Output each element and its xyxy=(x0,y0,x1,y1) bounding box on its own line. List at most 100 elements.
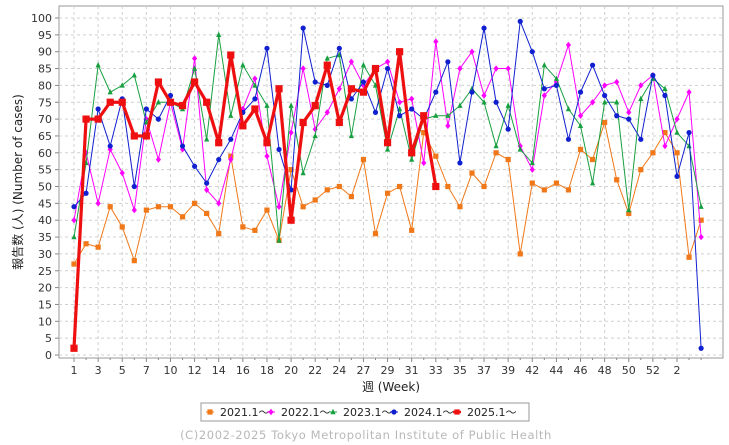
series-3-point xyxy=(228,112,234,118)
series-4-point xyxy=(192,163,198,169)
series-1-point xyxy=(602,119,608,126)
series-4-point xyxy=(143,106,149,112)
series-2-point xyxy=(131,206,137,214)
series-2-point xyxy=(95,200,101,207)
series-5-point xyxy=(263,139,271,147)
series-1-point xyxy=(143,207,149,213)
series-1-point xyxy=(372,231,379,237)
series-2-point xyxy=(614,78,620,86)
y-tick-label: 35 xyxy=(38,231,52,244)
series-2-point xyxy=(433,38,439,45)
series-4-point xyxy=(324,82,330,88)
series-5-point xyxy=(178,102,187,110)
legend-swatch-point xyxy=(207,409,213,415)
series-3-point xyxy=(312,132,318,139)
x-tick-label: 22 xyxy=(308,364,322,377)
x-tick-label: 31 xyxy=(405,364,419,377)
x-axis-ticks: 1 3 5 7 10 12 14 16 18 20 22 24 27 29 31 33 35 37 39 42 44 46… xyxy=(71,358,702,377)
series-2-point xyxy=(457,65,463,72)
series-1-point xyxy=(445,183,451,190)
series-4-point xyxy=(626,116,632,122)
series-2-point xyxy=(565,41,572,49)
series-4-point xyxy=(662,92,668,99)
series-5-point xyxy=(142,132,150,140)
series-1-point xyxy=(264,207,270,213)
series-2-point xyxy=(698,233,704,241)
series-4-point xyxy=(264,45,270,51)
series-3 xyxy=(71,31,704,243)
series-5-point xyxy=(118,98,126,106)
series-1-point xyxy=(409,227,415,233)
x-tick-label: 44 xyxy=(549,364,563,377)
series-4-point xyxy=(216,156,222,163)
series-4-point xyxy=(553,82,560,88)
series-1-point xyxy=(686,254,692,260)
series-1-point xyxy=(457,204,463,210)
x-tick-label: 1 xyxy=(71,364,78,377)
series-5-point xyxy=(347,85,355,93)
legend-item: 2024.1～ xyxy=(390,406,454,419)
series-1-point xyxy=(324,187,330,193)
series-3-point xyxy=(348,132,354,139)
x-tick-label: 5 xyxy=(119,364,126,377)
x-tick-label: 42 xyxy=(525,364,539,377)
series-1-point xyxy=(650,150,656,156)
series-4-point xyxy=(131,183,137,190)
series-3-point xyxy=(300,169,306,176)
series-4-point xyxy=(83,190,89,196)
x-tick-label: 2 xyxy=(674,364,681,377)
series-2-point xyxy=(674,115,680,123)
series-2-point xyxy=(493,65,499,72)
series-4-point xyxy=(469,89,475,95)
legend-item: 2025.1～ xyxy=(453,406,517,419)
series-3-point xyxy=(264,102,270,108)
series-1-point xyxy=(662,129,668,136)
series-5-point xyxy=(154,78,163,86)
series-4-point xyxy=(204,180,210,186)
x-axis-label: 週 (Week) xyxy=(362,380,420,394)
series-1-point xyxy=(300,204,306,210)
y-tick-label: 80 xyxy=(38,79,52,92)
series-3-point xyxy=(517,146,523,152)
series-1-point xyxy=(155,204,162,210)
series-2-point xyxy=(216,200,222,207)
series-4-point xyxy=(589,62,596,68)
series-4-point xyxy=(179,143,186,149)
y-tick-label: 100 xyxy=(31,12,52,25)
series-4-point xyxy=(686,129,692,136)
series-5-point xyxy=(106,98,114,106)
legend-swatch-point xyxy=(391,409,397,415)
y-tick-label: 85 xyxy=(38,63,52,76)
series-2-point xyxy=(71,217,77,224)
series-1-point xyxy=(384,190,391,196)
y-tick-label: 45 xyxy=(38,197,52,210)
series-4-point xyxy=(95,106,101,112)
series-1-point xyxy=(565,187,572,193)
series-3-point xyxy=(155,99,162,105)
series-3-point xyxy=(240,61,246,68)
series-5-point xyxy=(408,149,416,157)
series-1-point xyxy=(553,180,559,186)
series-3-point xyxy=(602,99,608,105)
series-4-point xyxy=(638,136,644,142)
series-1-point xyxy=(312,197,318,203)
series-1 xyxy=(71,119,704,267)
x-tick-label: 14 xyxy=(212,364,226,377)
legend-item: 2022.1～ xyxy=(267,406,331,419)
series-1-point xyxy=(481,183,487,190)
series-3-point xyxy=(95,61,101,68)
series-3-point xyxy=(216,31,222,38)
series-2-point xyxy=(397,99,403,106)
x-tick-label: 35 xyxy=(453,364,467,377)
series-5 xyxy=(70,48,440,352)
series-4-point xyxy=(517,18,523,24)
y-tick-label: 95 xyxy=(38,29,52,42)
series-4-point xyxy=(674,173,680,179)
series-2-point xyxy=(119,169,125,177)
x-tick-label: 39 xyxy=(501,364,515,377)
series-4-point xyxy=(312,79,318,85)
series-1-point xyxy=(493,150,499,156)
legend: 2021.1～ 2022.1～ 2023.1～ 2024.1～ 2025.1～ xyxy=(200,402,530,422)
series-3-point xyxy=(505,102,511,108)
